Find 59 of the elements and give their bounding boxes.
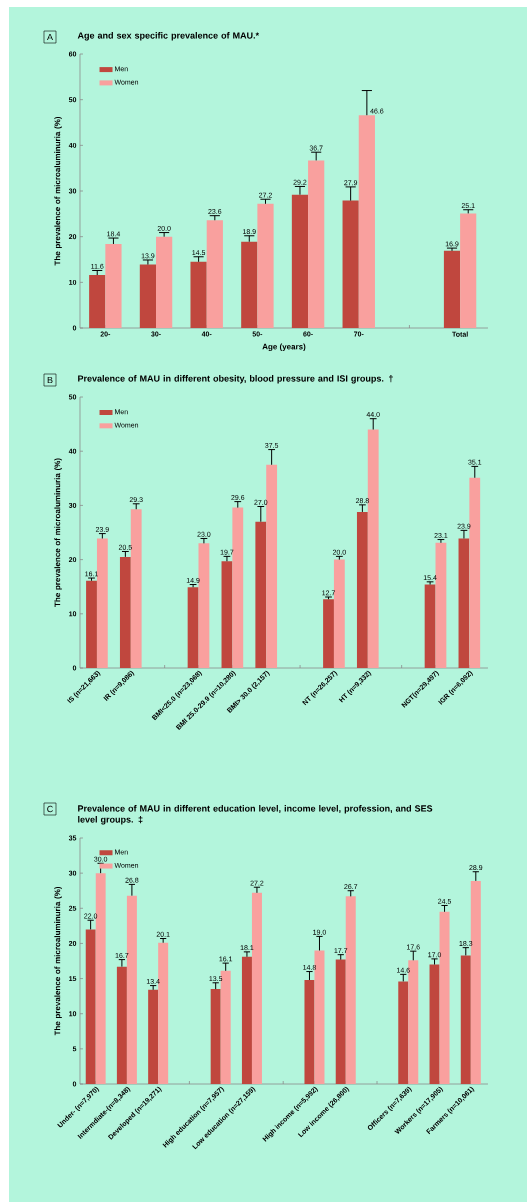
bar xyxy=(210,989,221,1084)
bar xyxy=(333,559,345,669)
bar xyxy=(130,509,142,669)
bar xyxy=(439,911,450,1084)
bar xyxy=(308,160,325,329)
text: A xyxy=(47,33,53,41)
bar xyxy=(206,220,223,329)
bar xyxy=(458,538,470,669)
bar xyxy=(443,250,461,329)
bar xyxy=(96,538,108,669)
bar xyxy=(408,960,419,1084)
text: C xyxy=(47,805,53,813)
chart-title: Prevalence of MAU in different education level, income level, profession, and SES level groups. ‡ xyxy=(78,805,433,825)
bar xyxy=(187,587,199,669)
bar xyxy=(398,981,409,1084)
bar xyxy=(116,966,127,1084)
x-axis-title: Age (years) xyxy=(262,343,306,352)
bar xyxy=(89,275,106,329)
bar xyxy=(190,261,207,329)
bar xyxy=(345,896,356,1084)
y-axis-title: The prevalence of microaluminuria (%) xyxy=(54,116,62,266)
bar xyxy=(86,580,97,669)
bar xyxy=(220,970,231,1084)
bar xyxy=(266,464,278,669)
bar xyxy=(460,213,477,329)
bar xyxy=(304,979,315,1084)
bar xyxy=(314,950,325,1084)
bar xyxy=(424,584,436,669)
bar xyxy=(435,542,447,669)
bar xyxy=(429,964,440,1084)
bar xyxy=(241,241,258,329)
bar xyxy=(119,556,131,669)
bar xyxy=(257,203,274,329)
bar xyxy=(356,511,368,669)
chart-title: Age and sex specific prevalence of MAU.* xyxy=(77,32,260,41)
bar xyxy=(148,989,159,1084)
bar xyxy=(367,429,379,669)
bar xyxy=(85,929,96,1084)
text: B xyxy=(47,376,53,384)
bar xyxy=(105,243,122,329)
bar xyxy=(232,507,244,669)
y-axis-title: The prevalence of microaluminuria (%) xyxy=(54,458,62,607)
bar xyxy=(291,194,309,329)
bar xyxy=(342,200,359,329)
bar xyxy=(335,959,346,1084)
bar xyxy=(469,477,481,669)
chart-title: Prevalence of MAU in different obesity, blood pressure and ISI groups. † xyxy=(78,375,393,384)
bar xyxy=(241,956,252,1084)
y-axis-title: The prevalence of microaluminuria (%) xyxy=(54,886,62,1036)
bar xyxy=(221,561,233,669)
bar xyxy=(158,942,169,1084)
bar xyxy=(255,521,267,669)
bar xyxy=(95,873,106,1084)
bar xyxy=(358,115,375,329)
bar xyxy=(139,264,157,329)
bar xyxy=(198,543,210,669)
bar xyxy=(460,955,471,1084)
bar xyxy=(156,236,173,329)
bar xyxy=(323,599,334,669)
